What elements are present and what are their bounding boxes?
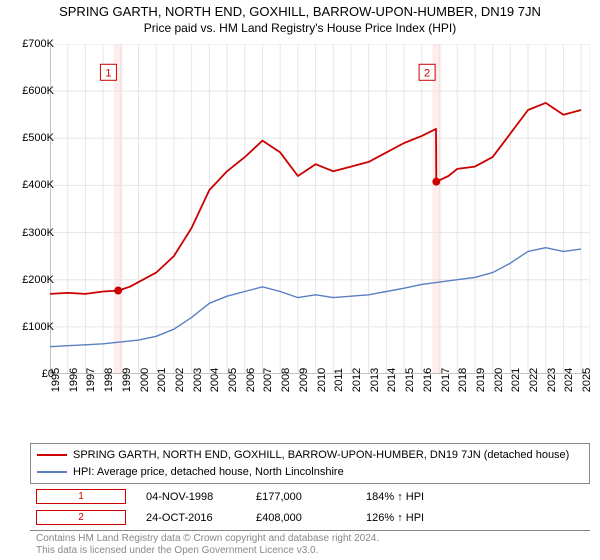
x-tick-label: 2013 (369, 368, 381, 392)
x-tick-label: 2011 (333, 368, 345, 392)
y-tick-label: £200K (22, 274, 54, 286)
x-tick-label: 2019 (475, 368, 487, 392)
x-tick-label: 2023 (546, 368, 558, 392)
x-tick-label: 2003 (192, 368, 204, 392)
x-tick-label: 2002 (174, 368, 186, 392)
x-tick-label: 1996 (68, 368, 80, 392)
title-block: SPRING GARTH, NORTH END, GOXHILL, BARROW… (0, 0, 600, 35)
sale-vs-hpi: 126% ↑ HPI (366, 512, 456, 524)
x-tick-label: 2012 (351, 368, 363, 392)
x-tick-label: 2004 (209, 368, 221, 392)
x-tick-label: 2001 (156, 368, 168, 392)
y-tick-label: £500K (22, 132, 54, 144)
x-tick-label: 2000 (139, 368, 151, 392)
x-tick-label: 2005 (227, 368, 239, 392)
x-tick-label: 1999 (121, 368, 133, 392)
y-tick-label: £100K (22, 321, 54, 333)
x-tick-label: 1998 (103, 368, 115, 392)
chart-area: 12 (50, 44, 590, 374)
x-tick-label: 2021 (510, 368, 522, 392)
legend-row-property: SPRING GARTH, NORTH END, GOXHILL, BARROW… (37, 447, 583, 464)
sales-row: 2 24-OCT-2016 £408,000 126% ↑ HPI (30, 507, 590, 528)
title-address: SPRING GARTH, NORTH END, GOXHILL, BARROW… (0, 4, 600, 19)
x-tick-label: 2022 (528, 368, 540, 392)
footer-copyright: Contains HM Land Registry data © Crown c… (36, 533, 584, 545)
sale-date: 04-NOV-1998 (146, 491, 236, 503)
sale-date: 24-OCT-2016 (146, 512, 236, 524)
x-tick-label: 2007 (262, 368, 274, 392)
title-subtitle: Price paid vs. HM Land Registry's House … (0, 21, 600, 35)
sale-badge-1: 1 (36, 489, 126, 504)
y-tick-label: £300K (22, 227, 54, 239)
sale-price: £408,000 (256, 512, 346, 524)
legend: SPRING GARTH, NORTH END, GOXHILL, BARROW… (30, 443, 590, 484)
legend-swatch-property (37, 454, 67, 456)
sales-row: 1 04-NOV-1998 £177,000 184% ↑ HPI (30, 486, 590, 507)
svg-text:1: 1 (105, 67, 111, 79)
x-tick-label: 2008 (280, 368, 292, 392)
x-tick-label: 2017 (440, 368, 452, 392)
x-tick-label: 2018 (457, 368, 469, 392)
svg-text:2: 2 (424, 67, 430, 79)
x-tick-label: 2024 (563, 368, 575, 392)
legend-row-hpi: HPI: Average price, detached house, Nort… (37, 464, 583, 481)
x-tick-label: 2009 (298, 368, 310, 392)
footer-license: This data is licensed under the Open Gov… (36, 545, 584, 557)
y-tick-label: £700K (22, 38, 54, 50)
y-tick-label: £400K (22, 179, 54, 191)
x-tick-label: 1995 (50, 368, 62, 392)
legend-label-property: SPRING GARTH, NORTH END, GOXHILL, BARROW… (73, 447, 569, 464)
x-tick-label: 2016 (422, 368, 434, 392)
y-tick-label: £600K (22, 85, 54, 97)
sale-price: £177,000 (256, 491, 346, 503)
x-tick-label: 2014 (386, 368, 398, 392)
sale-vs-hpi: 184% ↑ HPI (366, 491, 456, 503)
x-tick-label: 2010 (316, 368, 328, 392)
x-tick-label: 2025 (581, 368, 593, 392)
x-tick-label: 1997 (85, 368, 97, 392)
chart-container: SPRING GARTH, NORTH END, GOXHILL, BARROW… (0, 0, 600, 560)
legend-label-hpi: HPI: Average price, detached house, Nort… (73, 464, 344, 481)
x-tick-label: 2020 (493, 368, 505, 392)
x-tick-label: 2015 (404, 368, 416, 392)
sales-table: 1 04-NOV-1998 £177,000 184% ↑ HPI 2 24-O… (30, 486, 590, 528)
footer: Contains HM Land Registry data © Crown c… (30, 530, 590, 557)
legend-swatch-hpi (37, 471, 67, 473)
line-chart-svg: 12 (50, 44, 590, 374)
sale-badge-2: 2 (36, 510, 126, 525)
x-tick-label: 2006 (245, 368, 257, 392)
